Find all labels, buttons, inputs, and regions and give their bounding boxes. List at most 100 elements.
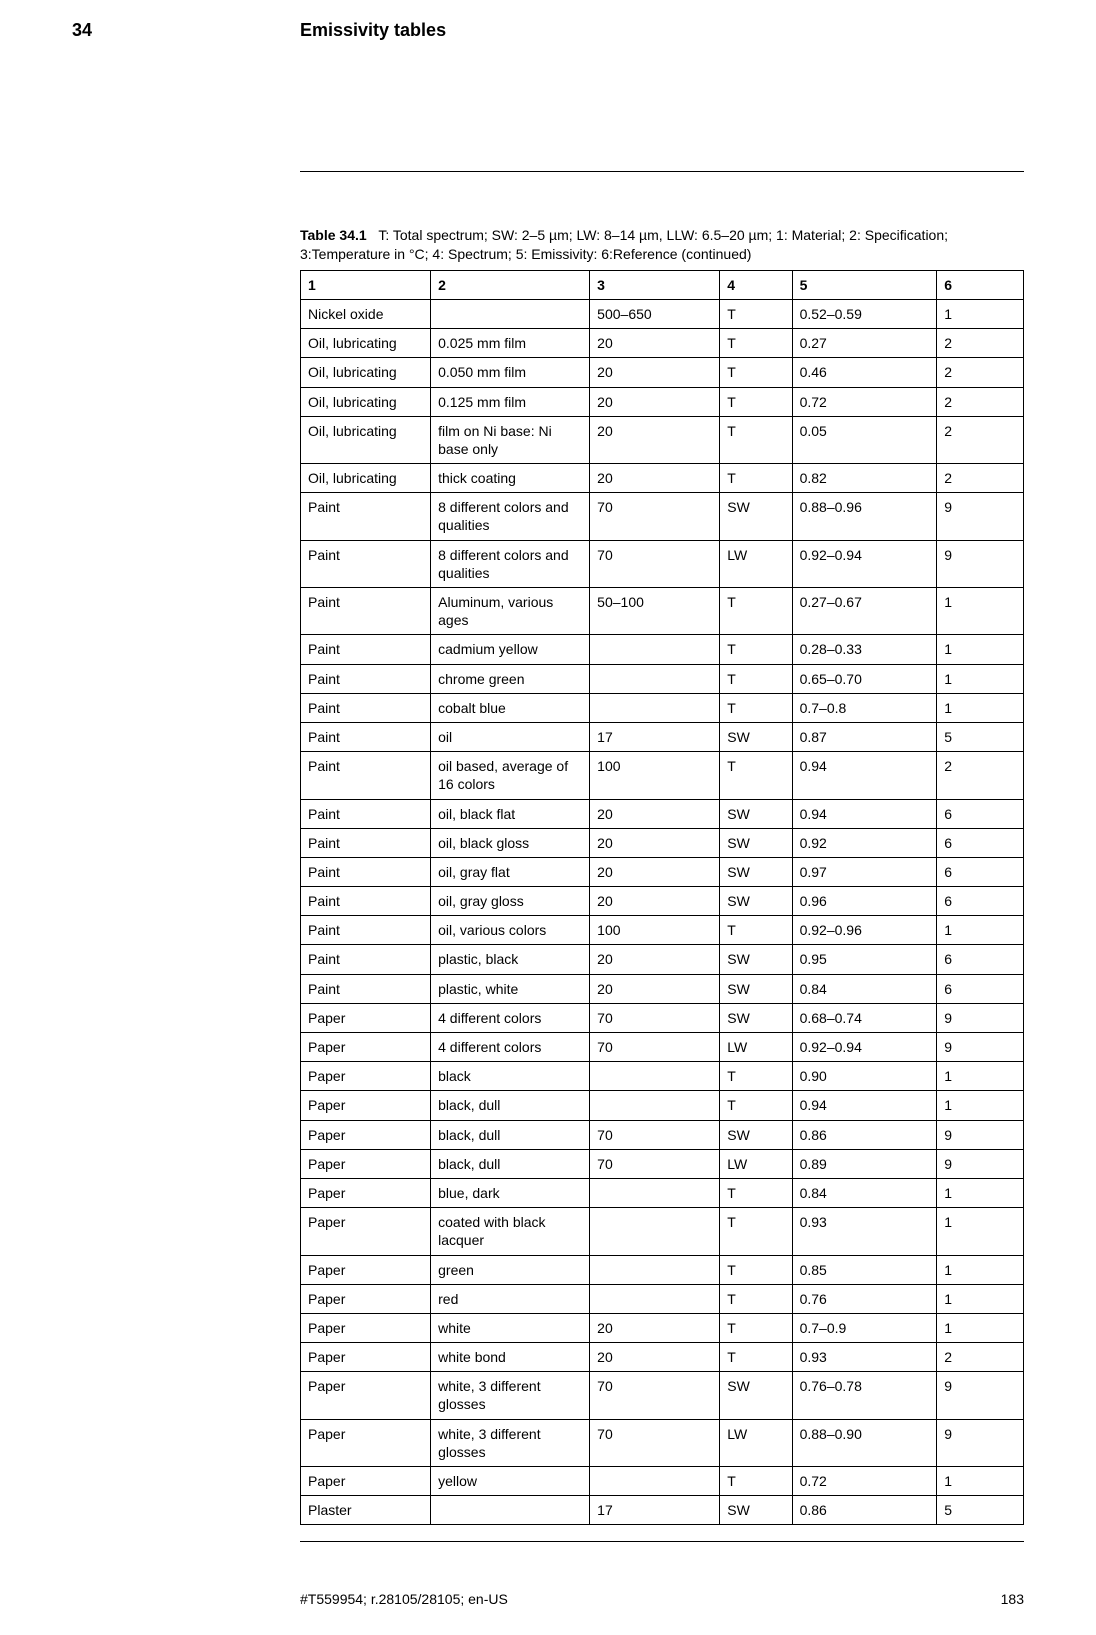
table-cell: 70 xyxy=(590,1120,720,1149)
table-cell: Paint xyxy=(301,693,431,722)
table-cell: 1 xyxy=(937,1467,1024,1496)
table-cell: 0.92–0.94 xyxy=(792,540,937,587)
page-number: 183 xyxy=(1001,1591,1024,1607)
table-cell: 1 xyxy=(937,664,1024,693)
table-cell: plastic, black xyxy=(431,945,590,974)
table-cell: Oil, lubricating xyxy=(301,416,431,463)
table-cell: 0.76 xyxy=(792,1284,937,1313)
table-row: Paint8 different colors and qualities70L… xyxy=(301,540,1024,587)
table-cell: SW xyxy=(720,945,792,974)
table-cell: T xyxy=(720,1343,792,1372)
table-header-row: 1 2 3 4 5 6 xyxy=(301,270,1024,299)
table-cell: Paint xyxy=(301,635,431,664)
table-cell: 9 xyxy=(937,540,1024,587)
table-cell: 0.72 xyxy=(792,387,937,416)
table-cell: T xyxy=(720,635,792,664)
table-cell: 0.76–0.78 xyxy=(792,1372,937,1419)
col-header: 2 xyxy=(431,270,590,299)
table-cell: yellow xyxy=(431,1467,590,1496)
table-cell: 0.92–0.96 xyxy=(792,916,937,945)
table-cell: 6 xyxy=(937,974,1024,1003)
table-cell xyxy=(590,635,720,664)
table-row: Paintoil based, average of 16 colors100T… xyxy=(301,752,1024,799)
table-row: Paintoil, various colors100T0.92–0.961 xyxy=(301,916,1024,945)
col-header: 3 xyxy=(590,270,720,299)
table-cell: 20 xyxy=(590,416,720,463)
table-row: Paperblack, dullT0.941 xyxy=(301,1091,1024,1120)
table-cell: 0.89 xyxy=(792,1149,937,1178)
table-cell: 0.65–0.70 xyxy=(792,664,937,693)
table-row: Paintoil, black flat20SW0.946 xyxy=(301,799,1024,828)
table-cell: T xyxy=(720,329,792,358)
table-cell: T xyxy=(720,693,792,722)
table-cell: Nickel oxide xyxy=(301,299,431,328)
col-header: 4 xyxy=(720,270,792,299)
table-cell: Paper xyxy=(301,1091,431,1120)
table-cell: Paint xyxy=(301,664,431,693)
table-cell: Paint xyxy=(301,916,431,945)
table-cell: 0.90 xyxy=(792,1062,937,1091)
table-cell: 6 xyxy=(937,857,1024,886)
table-cell: 0.84 xyxy=(792,974,937,1003)
table-cell: 17 xyxy=(590,722,720,751)
table-cell: 70 xyxy=(590,540,720,587)
table-cell: 0.95 xyxy=(792,945,937,974)
table-cell xyxy=(590,693,720,722)
table-cell: oil based, average of 16 colors xyxy=(431,752,590,799)
table-cell: 20 xyxy=(590,387,720,416)
table-cell: T xyxy=(720,1284,792,1313)
table-cell: cadmium yellow xyxy=(431,635,590,664)
table-cell: 50–100 xyxy=(590,588,720,635)
table-cell xyxy=(590,1208,720,1255)
table-cell: 1 xyxy=(937,635,1024,664)
table-cell: 20 xyxy=(590,857,720,886)
table-row: Paperblack, dull70SW0.869 xyxy=(301,1120,1024,1149)
table-row: Paint8 different colors and qualities70S… xyxy=(301,493,1024,540)
table-cell: Paint xyxy=(301,540,431,587)
table-cell: SW xyxy=(720,1120,792,1149)
table-cell: T xyxy=(720,1091,792,1120)
table-cell: Paper xyxy=(301,1313,431,1342)
table-cell xyxy=(590,1467,720,1496)
table-row: PaperredT0.761 xyxy=(301,1284,1024,1313)
table-cell: Oil, lubricating xyxy=(301,464,431,493)
table-cell: Paint xyxy=(301,588,431,635)
table-label: Table 34.1 xyxy=(300,227,367,243)
table-cell: oil, black gloss xyxy=(431,828,590,857)
table-cell: T xyxy=(720,1467,792,1496)
col-header: 5 xyxy=(792,270,937,299)
table-cell: 70 xyxy=(590,1033,720,1062)
table-cell: 70 xyxy=(590,493,720,540)
table-row: Paintplastic, black20SW0.956 xyxy=(301,945,1024,974)
table-cell: 9 xyxy=(937,1120,1024,1149)
col-header: 1 xyxy=(301,270,431,299)
table-row: PapergreenT0.851 xyxy=(301,1255,1024,1284)
table-cell: 6 xyxy=(937,887,1024,916)
table-cell: 9 xyxy=(937,1033,1024,1062)
table-cell xyxy=(590,1178,720,1207)
table-cell: Paper xyxy=(301,1284,431,1313)
table-cell: green xyxy=(431,1255,590,1284)
table-cell: 0.05 xyxy=(792,416,937,463)
table-cell: 0.96 xyxy=(792,887,937,916)
table-cell: film on Ni base: Ni base only xyxy=(431,416,590,463)
table-cell: 0.68–0.74 xyxy=(792,1003,937,1032)
table-cell: 1 xyxy=(937,1313,1024,1342)
table-row: Paintcadmium yellow T0.28–0.331 xyxy=(301,635,1024,664)
table-row: Paintcobalt blueT0.7–0.81 xyxy=(301,693,1024,722)
table-cell: 9 xyxy=(937,1419,1024,1466)
table-cell: 0.93 xyxy=(792,1208,937,1255)
table-cell xyxy=(431,1496,590,1525)
table-cell: 500–650 xyxy=(590,299,720,328)
table-cell: T xyxy=(720,416,792,463)
table-cell: Plaster xyxy=(301,1496,431,1525)
table-cell: 0.7–0.8 xyxy=(792,693,937,722)
table-cell: 0.28–0.33 xyxy=(792,635,937,664)
table-cell: Paper xyxy=(301,1419,431,1466)
table-cell: T xyxy=(720,358,792,387)
table-cell: 0.94 xyxy=(792,752,937,799)
table-cell: Paper xyxy=(301,1033,431,1062)
table-cell: 0.7–0.9 xyxy=(792,1313,937,1342)
table-cell: Oil, lubricating xyxy=(301,329,431,358)
emissivity-table: 1 2 3 4 5 6 Nickel oxide500–650T0.52–0.5… xyxy=(300,270,1024,1526)
